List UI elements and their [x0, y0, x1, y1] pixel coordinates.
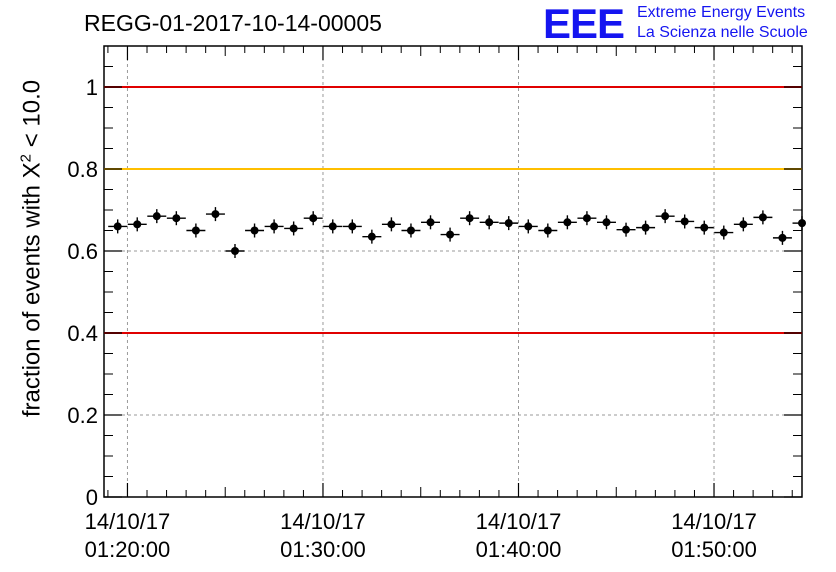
data-point: [460, 211, 480, 226]
data-point: [538, 223, 558, 238]
data-point-marker: [622, 225, 631, 234]
data-point-marker: [543, 226, 552, 235]
data-point-marker: [758, 213, 767, 222]
y-tick-label: 0.6: [67, 239, 98, 264]
data-points: [108, 207, 806, 258]
data-point-marker: [641, 223, 650, 232]
data-point-marker: [367, 232, 376, 241]
data-point-marker: [485, 218, 494, 227]
logo-line-2: La Scienza nelle Scuole: [637, 24, 808, 41]
data-point: [499, 216, 519, 231]
data-point-marker: [230, 247, 239, 255]
chart-title: REGG-01-2017-10-14-00005: [84, 10, 382, 36]
y-tick-label: 1: [86, 75, 98, 100]
data-point: [518, 219, 538, 234]
data-point: [440, 227, 460, 242]
plot-frame: [103, 45, 803, 498]
data-point-marker: [289, 224, 298, 233]
data-point: [284, 221, 304, 236]
data-point-marker: [661, 212, 670, 221]
data-point: [694, 220, 714, 235]
data-point: [772, 230, 792, 245]
data-point: [127, 217, 147, 232]
data-point-marker: [113, 222, 122, 231]
x-tick-date-label: 14/10/17: [85, 509, 171, 534]
data-point: [421, 215, 440, 230]
x-tick-time-label: 01:20:00: [85, 537, 171, 562]
x-tick-time-label: 01:30:00: [280, 537, 366, 562]
x-tick-time-label: 01:40:00: [476, 537, 562, 562]
data-point: [714, 225, 734, 240]
y-tick-label: 0: [86, 485, 98, 510]
data-point-marker: [446, 230, 455, 239]
x-tick-date-label: 14/10/17: [280, 509, 366, 534]
x-axis: 14/10/17 01:20:00 14/10/17 01:30:00 14/10/17…: [85, 46, 793, 562]
data-point: [381, 217, 401, 232]
data-point: [303, 211, 323, 226]
data-point-marker: [563, 218, 572, 227]
x-tick-date-label: 14/10/17: [476, 509, 562, 534]
data-point-marker: [250, 226, 259, 235]
data-point: [655, 209, 675, 224]
data-point-marker: [426, 218, 435, 227]
data-point: [401, 223, 421, 238]
data-point-marker: [798, 219, 806, 228]
data-point-marker: [406, 226, 415, 235]
data-point-marker: [211, 210, 220, 219]
y-tick-label: 0.8: [67, 157, 98, 182]
data-point: [596, 215, 616, 230]
data-point: [264, 219, 284, 234]
data-point: [362, 229, 382, 244]
data-point-marker: [719, 228, 728, 237]
data-point: [225, 244, 245, 258]
data-point: [166, 211, 186, 226]
data-point: [108, 219, 128, 234]
data-point-marker: [348, 222, 357, 231]
x-tick-time-label: 01:50:00: [671, 537, 757, 562]
data-point-marker: [152, 212, 161, 221]
data-point: [342, 219, 362, 234]
data-point-marker: [191, 226, 200, 235]
data-point-marker: [504, 219, 513, 228]
data-point-marker: [309, 214, 318, 223]
y-axis: 0 0.2 0.4 0.6 0.8 1: [67, 66, 802, 510]
eee-logo: EEE: [543, 0, 625, 47]
data-point-marker: [602, 218, 611, 227]
data-point: [147, 209, 167, 224]
data-point: [792, 216, 806, 231]
logo-line-1: Extreme Energy Events: [637, 4, 806, 21]
data-point: [753, 210, 773, 225]
data-point-marker: [739, 220, 748, 229]
data-point: [245, 223, 265, 238]
y-tick-label: 0.2: [67, 403, 98, 428]
data-point: [733, 217, 753, 232]
data-point-marker: [387, 220, 396, 229]
data-point-marker: [524, 222, 533, 231]
data-point: [557, 215, 577, 230]
data-point: [186, 223, 206, 238]
data-point: [636, 220, 656, 235]
data-point: [675, 214, 695, 229]
data-point: [479, 215, 499, 230]
data-point: [323, 219, 343, 234]
data-point-marker: [465, 214, 474, 223]
reference-lines: [104, 86, 802, 334]
data-point: [616, 222, 636, 237]
y-tick-label: 0.4: [67, 321, 98, 346]
data-point-marker: [270, 222, 279, 231]
x-tick-date-label: 14/10/17: [671, 509, 757, 534]
data-point-marker: [680, 217, 689, 226]
data-point-marker: [328, 222, 337, 231]
data-point-marker: [133, 220, 142, 229]
data-point: [205, 207, 225, 222]
data-point-marker: [172, 214, 181, 223]
data-point-marker: [778, 233, 787, 242]
grid-lines: [104, 46, 802, 497]
data-point-marker: [582, 214, 591, 223]
data-point: [577, 211, 597, 226]
data-point-marker: [700, 223, 709, 232]
